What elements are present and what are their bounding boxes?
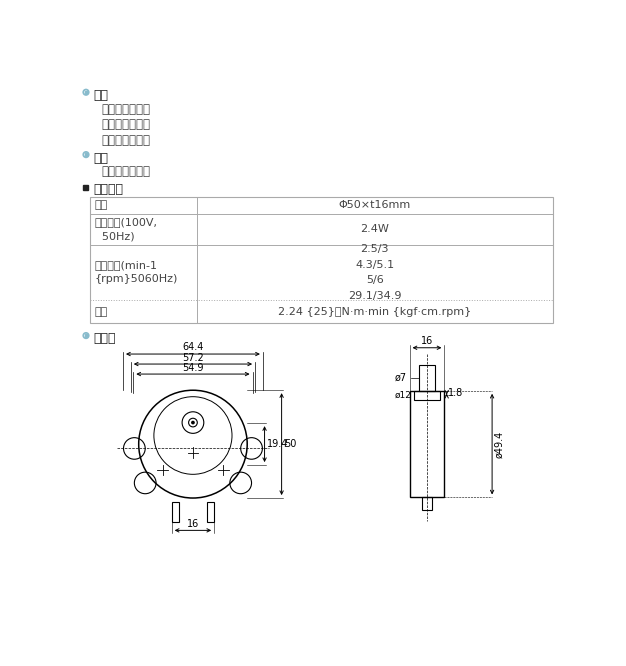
Text: ø12: ø12 bbox=[395, 391, 412, 400]
Text: 57.2: 57.2 bbox=[182, 352, 204, 362]
Bar bbox=[85, 91, 87, 93]
Text: 微波炉转盘驱动: 微波炉转盘驱动 bbox=[101, 103, 150, 116]
Text: 电风扇摆头驱动: 电风扇摆头驱动 bbox=[101, 134, 150, 147]
Text: 空调挡风板驱动: 空调挡风板驱动 bbox=[101, 119, 150, 131]
Text: 尺寸: 尺寸 bbox=[95, 200, 108, 210]
Text: 19.4: 19.4 bbox=[267, 439, 288, 449]
Text: 2.24 {25}　N·m·min {kgf·cm.rpm}: 2.24 {25} N·m·min {kgf·cm.rpm} bbox=[278, 306, 471, 317]
Text: 64.4: 64.4 bbox=[182, 342, 203, 352]
Bar bbox=[421, 498, 433, 510]
Text: 标准规格: 标准规格 bbox=[93, 183, 123, 196]
Text: Φ50×t16mm: Φ50×t16mm bbox=[339, 200, 411, 210]
Bar bbox=[414, 391, 440, 400]
Text: 用途: 用途 bbox=[93, 89, 108, 102]
Circle shape bbox=[192, 422, 194, 424]
Text: 54.9: 54.9 bbox=[182, 362, 203, 372]
Text: 1.8: 1.8 bbox=[448, 388, 463, 398]
Bar bbox=[207, 502, 214, 521]
Text: 2.4W: 2.4W bbox=[360, 224, 389, 234]
Bar bbox=[85, 334, 87, 337]
Text: 2.5/3
4.3/5.1
5/6
29.1/34.9: 2.5/3 4.3/5.1 5/6 29.1/34.9 bbox=[348, 244, 401, 301]
Text: 外观图: 外观图 bbox=[93, 332, 115, 346]
Bar bbox=[172, 502, 180, 521]
Text: 50: 50 bbox=[284, 439, 296, 449]
Bar bbox=[90, 197, 553, 323]
Text: ø7: ø7 bbox=[395, 373, 407, 383]
Text: 可以变更减速比: 可以变更减速比 bbox=[101, 165, 150, 178]
Text: 定额速度(min-1
{rpm}5060Hz): 定额速度(min-1 {rpm}5060Hz) bbox=[95, 260, 178, 284]
Text: ø49.4: ø49.4 bbox=[495, 430, 505, 458]
Bar bbox=[83, 184, 88, 190]
Bar bbox=[409, 391, 444, 498]
Text: 16: 16 bbox=[187, 519, 199, 529]
Text: 输出: 输出 bbox=[95, 306, 108, 317]
Text: 消费电力(100V,
  50Hz): 消费电力(100V, 50Hz) bbox=[95, 217, 158, 241]
Text: 特点: 特点 bbox=[93, 152, 108, 165]
Text: 16: 16 bbox=[421, 336, 433, 346]
Bar bbox=[419, 365, 434, 391]
Bar bbox=[85, 153, 87, 156]
